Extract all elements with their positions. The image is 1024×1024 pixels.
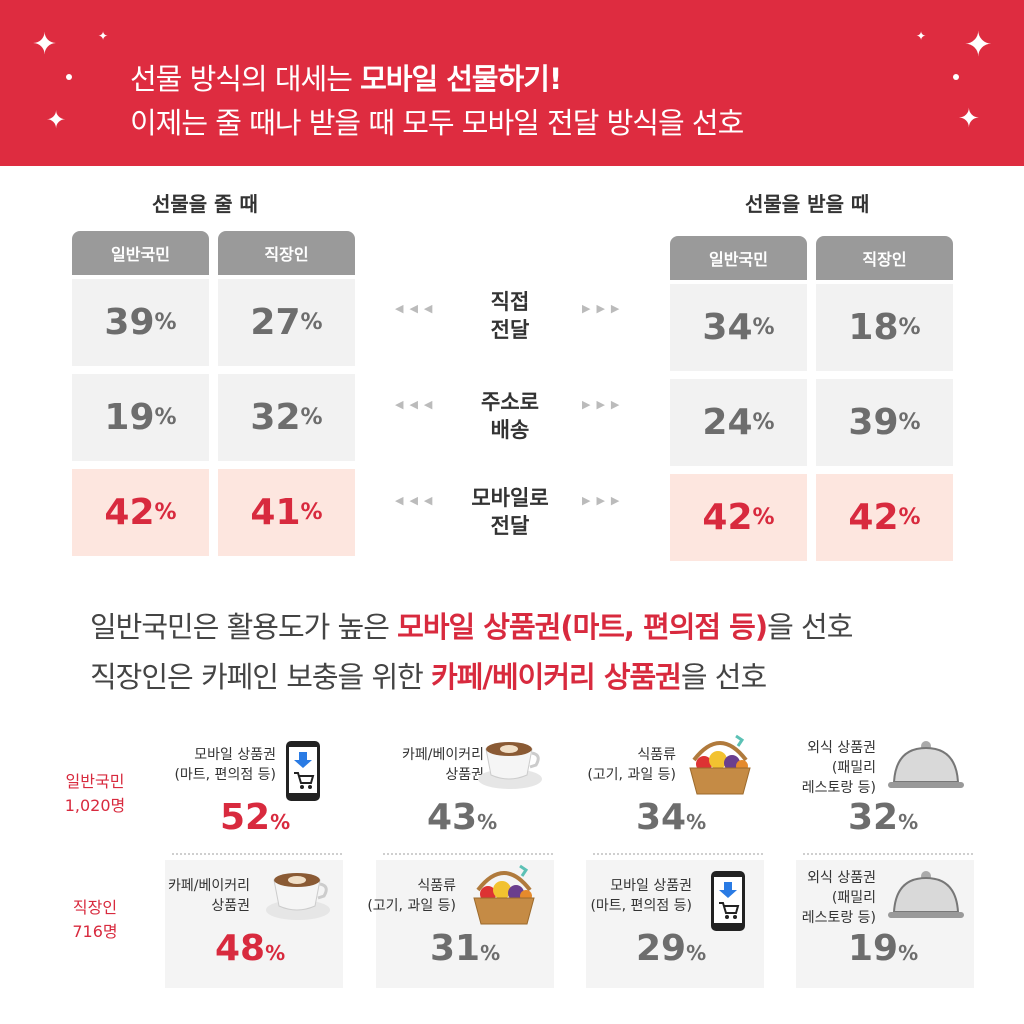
row-divider bbox=[172, 853, 342, 855]
right-arrows-icon: ▶▶▶ bbox=[582, 302, 626, 315]
right-arrows-icon: ▶▶▶ bbox=[582, 494, 626, 507]
summary-line1: 일반국민은 활용도가 높은 모바일 상품권(마트, 편의점 등)을 선호 bbox=[90, 610, 853, 644]
item-label: 식품류 (고기, 과일 등) bbox=[367, 878, 456, 914]
coffee-cup-icon bbox=[264, 866, 332, 926]
receiving-cell: 34% bbox=[670, 284, 807, 371]
receiving-cell: 18% bbox=[816, 284, 953, 371]
sparkle-icon: ✦ bbox=[46, 106, 67, 134]
giving-cell-highlight: 42% bbox=[72, 469, 209, 556]
item-label: 외식 상품권 (패밀리 레스토랑 등) bbox=[801, 740, 876, 796]
receiving-cell: 24% bbox=[670, 379, 807, 466]
giving-cell-highlight: 41% bbox=[218, 469, 355, 556]
row-divider bbox=[803, 853, 973, 855]
right-arrows-icon: ▶▶▶ bbox=[582, 398, 626, 411]
giving-col-office: 직장인 bbox=[218, 231, 355, 275]
banner-title-line2: 이제는 줄 때나 받을 때 모두 모바일 전달 방식을 선호 bbox=[130, 106, 744, 140]
item-value: 43% bbox=[427, 797, 498, 838]
sparkle-icon: ✦ bbox=[958, 104, 980, 134]
cloche-icon bbox=[886, 868, 966, 928]
item-value: 19% bbox=[848, 928, 919, 969]
item-label: 카페/베이커리 상품권 bbox=[402, 747, 484, 783]
item-value: 48% bbox=[215, 928, 286, 969]
sparkle-icon: ✦ bbox=[964, 25, 993, 65]
item-label: 식품류 (고기, 과일 등) bbox=[587, 747, 676, 783]
fruit-basket-icon bbox=[468, 860, 540, 932]
sparkle-icon: ✦ bbox=[916, 29, 927, 43]
fruit-basket-icon bbox=[684, 730, 756, 802]
receiving-cell: 39% bbox=[816, 379, 953, 466]
item-value: 52% bbox=[220, 797, 291, 838]
receiving-col-office: 직장인 bbox=[816, 236, 953, 280]
row-label-general: 일반국민 1,020명 bbox=[64, 772, 126, 815]
method-label: 직접 전달 bbox=[490, 290, 530, 342]
item-label: 모바일 상품권 (마트, 편의점 등) bbox=[590, 878, 692, 914]
summary-line2: 직장인은 카페인 보충을 위한 카페/베이커리 상품권을 선호 bbox=[90, 660, 767, 694]
item-value: 31% bbox=[430, 928, 501, 969]
item-label: 모바일 상품권 (마트, 편의점 등) bbox=[174, 747, 276, 783]
item-value: 32% bbox=[848, 797, 919, 838]
sparkle-icon: ✦ bbox=[32, 27, 58, 62]
coffee-cup-icon bbox=[476, 735, 544, 795]
item-value: 34% bbox=[636, 797, 707, 838]
header-banner: ✦ ✦ ✦ ✦ ✦ ✦ 선물 방식의 대세는 모바일 선물하기! 이제는 줄 때… bbox=[0, 0, 1024, 166]
cloche-icon bbox=[886, 738, 966, 798]
office-item-card bbox=[796, 860, 974, 988]
giving-title: 선물을 줄 때 bbox=[152, 192, 258, 216]
item-label: 카페/베이커리 상품권 bbox=[168, 878, 250, 914]
receiving-title: 선물을 받을 때 bbox=[745, 192, 870, 216]
row-divider bbox=[593, 853, 763, 855]
sparkle-icon: ✦ bbox=[98, 29, 109, 43]
dot-decoration bbox=[953, 74, 959, 80]
method-label: 주소로 배송 bbox=[481, 390, 539, 442]
receiving-cell-highlight: 42% bbox=[670, 474, 807, 561]
item-value: 29% bbox=[636, 928, 707, 969]
left-arrows-icon: ◀◀◀ bbox=[395, 494, 439, 507]
dot-decoration bbox=[66, 74, 72, 80]
giving-cell: 19% bbox=[72, 374, 209, 461]
receiving-col-general: 일반국민 bbox=[670, 236, 807, 280]
giving-col-general: 일반국민 bbox=[72, 231, 209, 275]
left-arrows-icon: ◀◀◀ bbox=[395, 302, 439, 315]
row-label-office: 직장인 716명 bbox=[72, 898, 118, 941]
phone-cart-icon bbox=[710, 870, 746, 936]
receiving-cell-highlight: 42% bbox=[816, 474, 953, 561]
item-label: 외식 상품권 (패밀리 레스토랑 등) bbox=[801, 870, 876, 926]
giving-cell: 27% bbox=[218, 279, 355, 366]
method-label: 모바일로 전달 bbox=[471, 486, 549, 538]
row-divider bbox=[383, 853, 553, 855]
banner-title-line1: 선물 방식의 대세는 모바일 선물하기! bbox=[130, 62, 562, 96]
giving-cell: 39% bbox=[72, 279, 209, 366]
phone-cart-icon bbox=[285, 740, 321, 806]
giving-cell: 32% bbox=[218, 374, 355, 461]
left-arrows-icon: ◀◀◀ bbox=[395, 398, 439, 411]
